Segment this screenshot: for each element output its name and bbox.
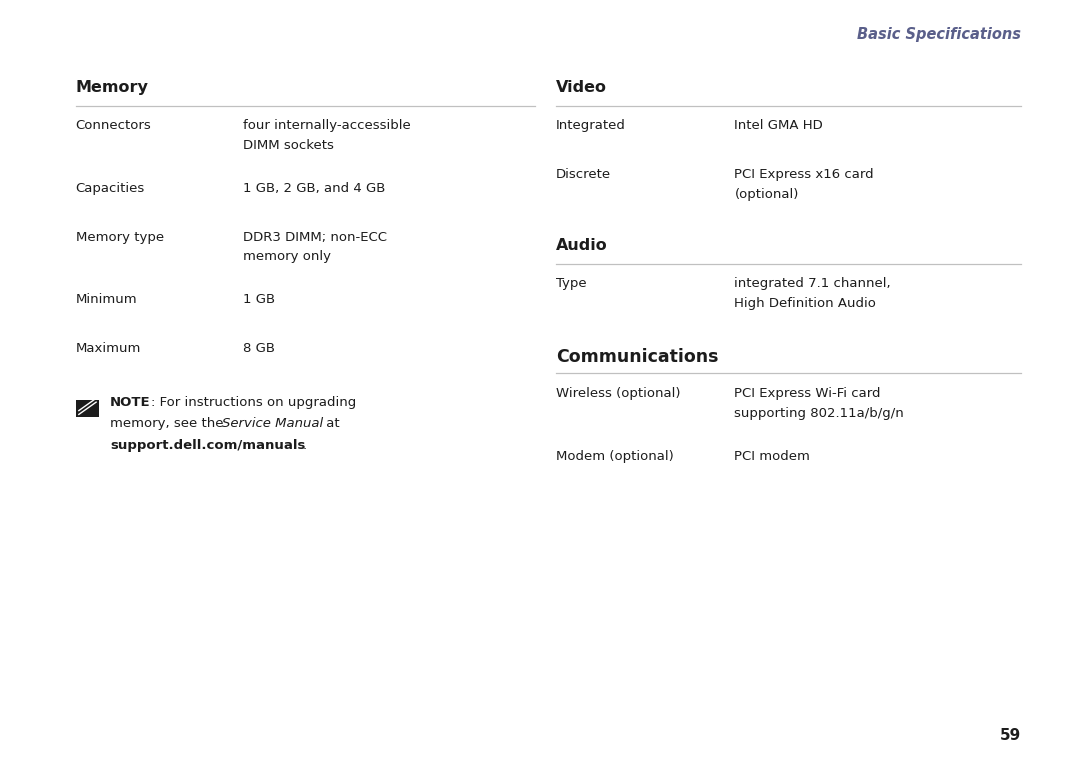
Text: NOTE: NOTE xyxy=(110,396,151,409)
Text: PCI Express Wi-Fi card: PCI Express Wi-Fi card xyxy=(734,387,881,400)
Text: High Definition Audio: High Definition Audio xyxy=(734,297,876,310)
Text: Communications: Communications xyxy=(556,348,718,365)
Text: Minimum: Minimum xyxy=(76,293,137,306)
Text: (optional): (optional) xyxy=(734,188,799,201)
Text: .: . xyxy=(302,439,307,452)
Text: Connectors: Connectors xyxy=(76,119,151,133)
Text: Memory type: Memory type xyxy=(76,231,164,244)
Text: Type: Type xyxy=(556,277,586,290)
Text: four internally-accessible: four internally-accessible xyxy=(243,119,410,133)
Text: PCI modem: PCI modem xyxy=(734,450,810,463)
Text: integrated 7.1 channel,: integrated 7.1 channel, xyxy=(734,277,891,290)
Text: memory only: memory only xyxy=(243,250,330,264)
Text: Discrete: Discrete xyxy=(556,168,611,181)
Text: Basic Specifications: Basic Specifications xyxy=(856,27,1021,42)
Text: support.dell.com/manuals: support.dell.com/manuals xyxy=(110,439,306,452)
Text: Wireless (optional): Wireless (optional) xyxy=(556,387,680,400)
Text: 59: 59 xyxy=(999,728,1021,743)
Text: Video: Video xyxy=(556,80,607,96)
Text: DIMM sockets: DIMM sockets xyxy=(243,139,334,152)
Text: 1 GB: 1 GB xyxy=(243,293,275,306)
Text: : For instructions on upgrading: : For instructions on upgrading xyxy=(151,396,356,409)
Text: Modem (optional): Modem (optional) xyxy=(556,450,674,463)
Text: Service Manual: Service Manual xyxy=(222,417,324,430)
Text: 1 GB, 2 GB, and 4 GB: 1 GB, 2 GB, and 4 GB xyxy=(243,182,386,195)
Bar xyxy=(76,400,99,417)
Text: PCI Express x16 card: PCI Express x16 card xyxy=(734,168,874,181)
Text: 8 GB: 8 GB xyxy=(243,342,275,355)
Text: memory, see the: memory, see the xyxy=(110,417,228,430)
Text: Intel GMA HD: Intel GMA HD xyxy=(734,119,823,133)
Text: Maximum: Maximum xyxy=(76,342,141,355)
Text: Integrated: Integrated xyxy=(556,119,626,133)
Text: at: at xyxy=(322,417,339,430)
Text: Capacities: Capacities xyxy=(76,182,145,195)
Text: DDR3 DIMM; non-ECC: DDR3 DIMM; non-ECC xyxy=(243,231,387,244)
Text: Audio: Audio xyxy=(556,238,608,254)
Text: supporting 802.11a/b/g/n: supporting 802.11a/b/g/n xyxy=(734,407,904,420)
Text: Memory: Memory xyxy=(76,80,148,96)
